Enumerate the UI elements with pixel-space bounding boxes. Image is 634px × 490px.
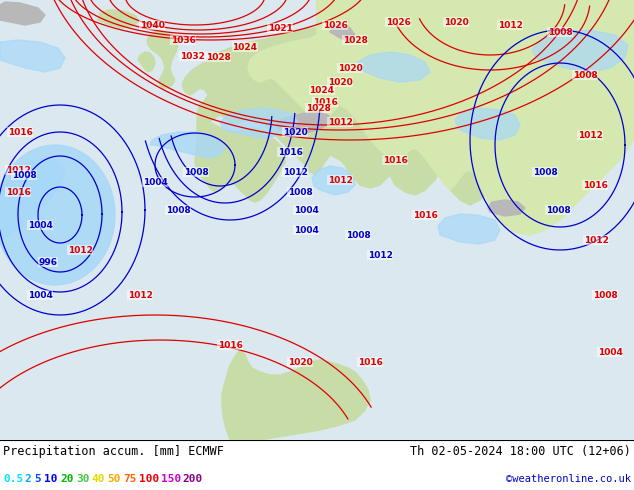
Text: Th 02-05-2024 18:00 UTC (12+06): Th 02-05-2024 18:00 UTC (12+06): [410, 445, 631, 458]
Text: 1020: 1020: [444, 18, 469, 26]
Text: 1004: 1004: [294, 205, 318, 215]
Polygon shape: [330, 24, 355, 42]
Text: 5: 5: [35, 474, 41, 484]
Text: 200: 200: [183, 474, 203, 484]
Text: 1008: 1008: [573, 71, 597, 79]
Polygon shape: [438, 214, 500, 244]
Text: 1026: 1026: [385, 18, 410, 26]
Text: 1004: 1004: [27, 220, 53, 229]
Text: 1016: 1016: [382, 155, 408, 165]
Text: 1016: 1016: [8, 127, 32, 137]
Text: 1008: 1008: [548, 27, 573, 36]
Text: 1008: 1008: [184, 168, 209, 176]
Text: 1004: 1004: [598, 347, 623, 357]
Text: 50: 50: [108, 474, 121, 484]
Polygon shape: [138, 52, 155, 72]
Text: 996: 996: [39, 258, 58, 267]
Text: 1016: 1016: [6, 188, 30, 196]
Text: 1008: 1008: [11, 171, 36, 179]
Polygon shape: [150, 132, 225, 158]
Text: 1024: 1024: [309, 85, 335, 95]
Text: 75: 75: [124, 474, 137, 484]
Text: 1012: 1012: [578, 130, 602, 140]
Polygon shape: [248, 0, 634, 235]
Text: 1008: 1008: [346, 230, 370, 240]
Text: 2: 2: [25, 474, 32, 484]
Text: 1008: 1008: [533, 168, 557, 176]
Text: 1028: 1028: [306, 103, 330, 113]
Text: 1008: 1008: [165, 205, 190, 215]
Polygon shape: [488, 200, 525, 216]
Text: 1016: 1016: [217, 341, 242, 349]
Text: 1016: 1016: [413, 211, 437, 220]
Polygon shape: [0, 40, 65, 72]
Text: 1012: 1012: [127, 291, 152, 299]
Text: 1032: 1032: [179, 51, 204, 60]
Polygon shape: [220, 108, 298, 138]
Polygon shape: [0, 158, 65, 240]
Text: 1016: 1016: [358, 358, 382, 367]
Text: 1036: 1036: [171, 35, 195, 45]
Polygon shape: [455, 108, 520, 140]
Text: 1028: 1028: [342, 35, 368, 45]
Text: 1008: 1008: [546, 205, 571, 215]
Text: 10: 10: [44, 474, 58, 484]
Text: 1004: 1004: [27, 291, 53, 299]
Text: 1020: 1020: [283, 127, 307, 137]
Polygon shape: [276, 112, 330, 135]
Polygon shape: [356, 52, 430, 82]
Text: 1026: 1026: [323, 21, 347, 29]
Polygon shape: [147, 30, 178, 88]
Text: 1012: 1012: [6, 166, 30, 174]
Text: 1016: 1016: [583, 180, 607, 190]
Text: 20: 20: [60, 474, 74, 484]
Text: 1028: 1028: [205, 52, 230, 62]
Text: 1012: 1012: [498, 21, 522, 29]
Polygon shape: [222, 350, 370, 440]
Text: 100: 100: [139, 474, 159, 484]
Text: 1020: 1020: [338, 64, 363, 73]
Text: ©weatheronline.co.uk: ©weatheronline.co.uk: [506, 474, 631, 484]
Text: 1004: 1004: [294, 225, 318, 235]
Text: 1024: 1024: [233, 43, 257, 51]
Text: 0.5: 0.5: [3, 474, 23, 484]
Polygon shape: [98, 10, 138, 28]
Polygon shape: [0, 2, 45, 25]
Ellipse shape: [0, 145, 115, 285]
Text: 1012: 1012: [583, 236, 609, 245]
Text: 1012: 1012: [68, 245, 93, 254]
Text: 1012: 1012: [328, 175, 353, 185]
Text: 1016: 1016: [313, 98, 337, 106]
Text: 30: 30: [76, 474, 89, 484]
Text: 1020: 1020: [328, 77, 353, 87]
Text: 1012: 1012: [328, 118, 353, 126]
Polygon shape: [182, 0, 634, 205]
Polygon shape: [312, 166, 355, 195]
Text: 40: 40: [92, 474, 105, 484]
Text: 1040: 1040: [139, 21, 164, 29]
Polygon shape: [532, 30, 628, 72]
Text: 1008: 1008: [593, 291, 618, 299]
Text: 1021: 1021: [268, 24, 292, 32]
Text: 1008: 1008: [288, 188, 313, 196]
Text: 1012: 1012: [283, 168, 307, 176]
Text: 1004: 1004: [143, 177, 167, 187]
Text: 1016: 1016: [278, 147, 302, 156]
Text: 150: 150: [161, 474, 181, 484]
Text: Precipitation accum. [mm] ECMWF: Precipitation accum. [mm] ECMWF: [3, 445, 224, 458]
Text: 1012: 1012: [368, 250, 392, 260]
Polygon shape: [195, 110, 285, 202]
Text: 1020: 1020: [288, 358, 313, 367]
